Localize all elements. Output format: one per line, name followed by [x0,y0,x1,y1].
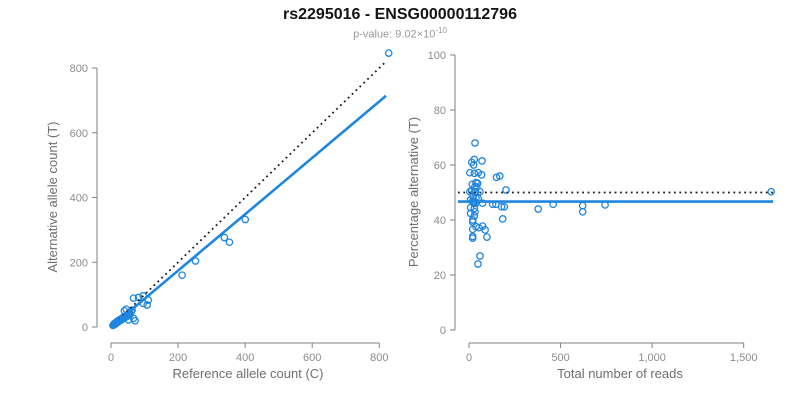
figure-title: rs2295016 - ENSG00000112796 [283,6,517,23]
data-point [225,238,234,247]
data-point [122,305,130,314]
y-tick-label: 60 [434,160,446,172]
data-point [578,207,587,216]
x-tick-label: 800 [370,352,388,364]
data-point [483,233,491,241]
y-tick-label: 0 [82,322,88,334]
data-point [478,199,487,208]
x-axis-title: Total number of reads [557,366,683,381]
y-tick-label: 0 [440,325,446,337]
data-point [476,252,484,260]
x-tick-label: 400 [236,352,254,364]
data-point [495,172,504,180]
data-point [478,157,486,165]
y-tick-label: 20 [434,270,446,282]
data-point [178,271,186,280]
figure-header: rs2295016 - ENSG00000112796 p-value: 9.0… [0,0,800,41]
data-point [478,222,487,230]
data-point [468,225,477,234]
data-point [578,201,587,210]
data-point [474,260,482,268]
data-point [470,204,479,213]
data-point [477,171,486,179]
data-point [471,207,479,216]
data-point [500,202,509,211]
data-point [498,215,507,223]
percentage-vs-reads-scatter: 0 500 1,000 1,500 0 20 40 60 80 100 Total number o… [406,50,776,381]
x-tick-label: 1,500 [730,352,758,364]
pvalue-exponent: -10 [435,26,447,35]
data-point [143,301,152,309]
y-tick-label: 80 [434,105,446,117]
data-point [497,202,506,211]
allele-count-scatter: 0 200 400 600 800 0 200 400 600 800 Reference alle… [45,49,393,381]
data-point [767,187,776,196]
y-tick-label: 200 [70,257,88,269]
x-tick-label: 1,000 [638,352,666,364]
data-point [469,161,478,169]
y-axis-title: Alternative allele count (T) [45,121,60,272]
y-axis-title: Percentage alternative (T) [406,117,421,267]
data-point [470,155,479,164]
data-point [534,205,543,213]
x-tick-label: 0 [466,352,472,364]
data-point [220,233,229,242]
x-tick-label: 200 [169,352,187,364]
x-tick-label: 0 [108,352,114,364]
data-point [191,257,200,265]
fit-line [110,94,387,328]
y-tick-label: 800 [70,63,88,75]
y-tick-label: 100 [428,50,446,62]
data-point [241,215,250,224]
x-tick-label: 500 [551,352,569,364]
data-point [470,169,479,178]
data-point [471,139,479,147]
data-point [466,168,474,177]
x-tick-label: 600 [303,352,321,364]
data-point [502,186,510,194]
data-point [384,49,393,57]
identity-line [110,61,386,328]
figure-subtitle: p-value: 9.02×10-10 [0,26,800,41]
x-axis-title: Reference allele count (C) [172,366,323,381]
data-point [131,316,139,325]
data-point [481,226,489,234]
data-point [129,294,138,303]
pvalue-text: p-value: 9.02×10 [353,28,436,41]
y-tick-label: 600 [70,128,88,140]
data-point [468,234,477,243]
y-tick-label: 400 [70,193,88,205]
y-tick-label: 40 [434,215,446,227]
